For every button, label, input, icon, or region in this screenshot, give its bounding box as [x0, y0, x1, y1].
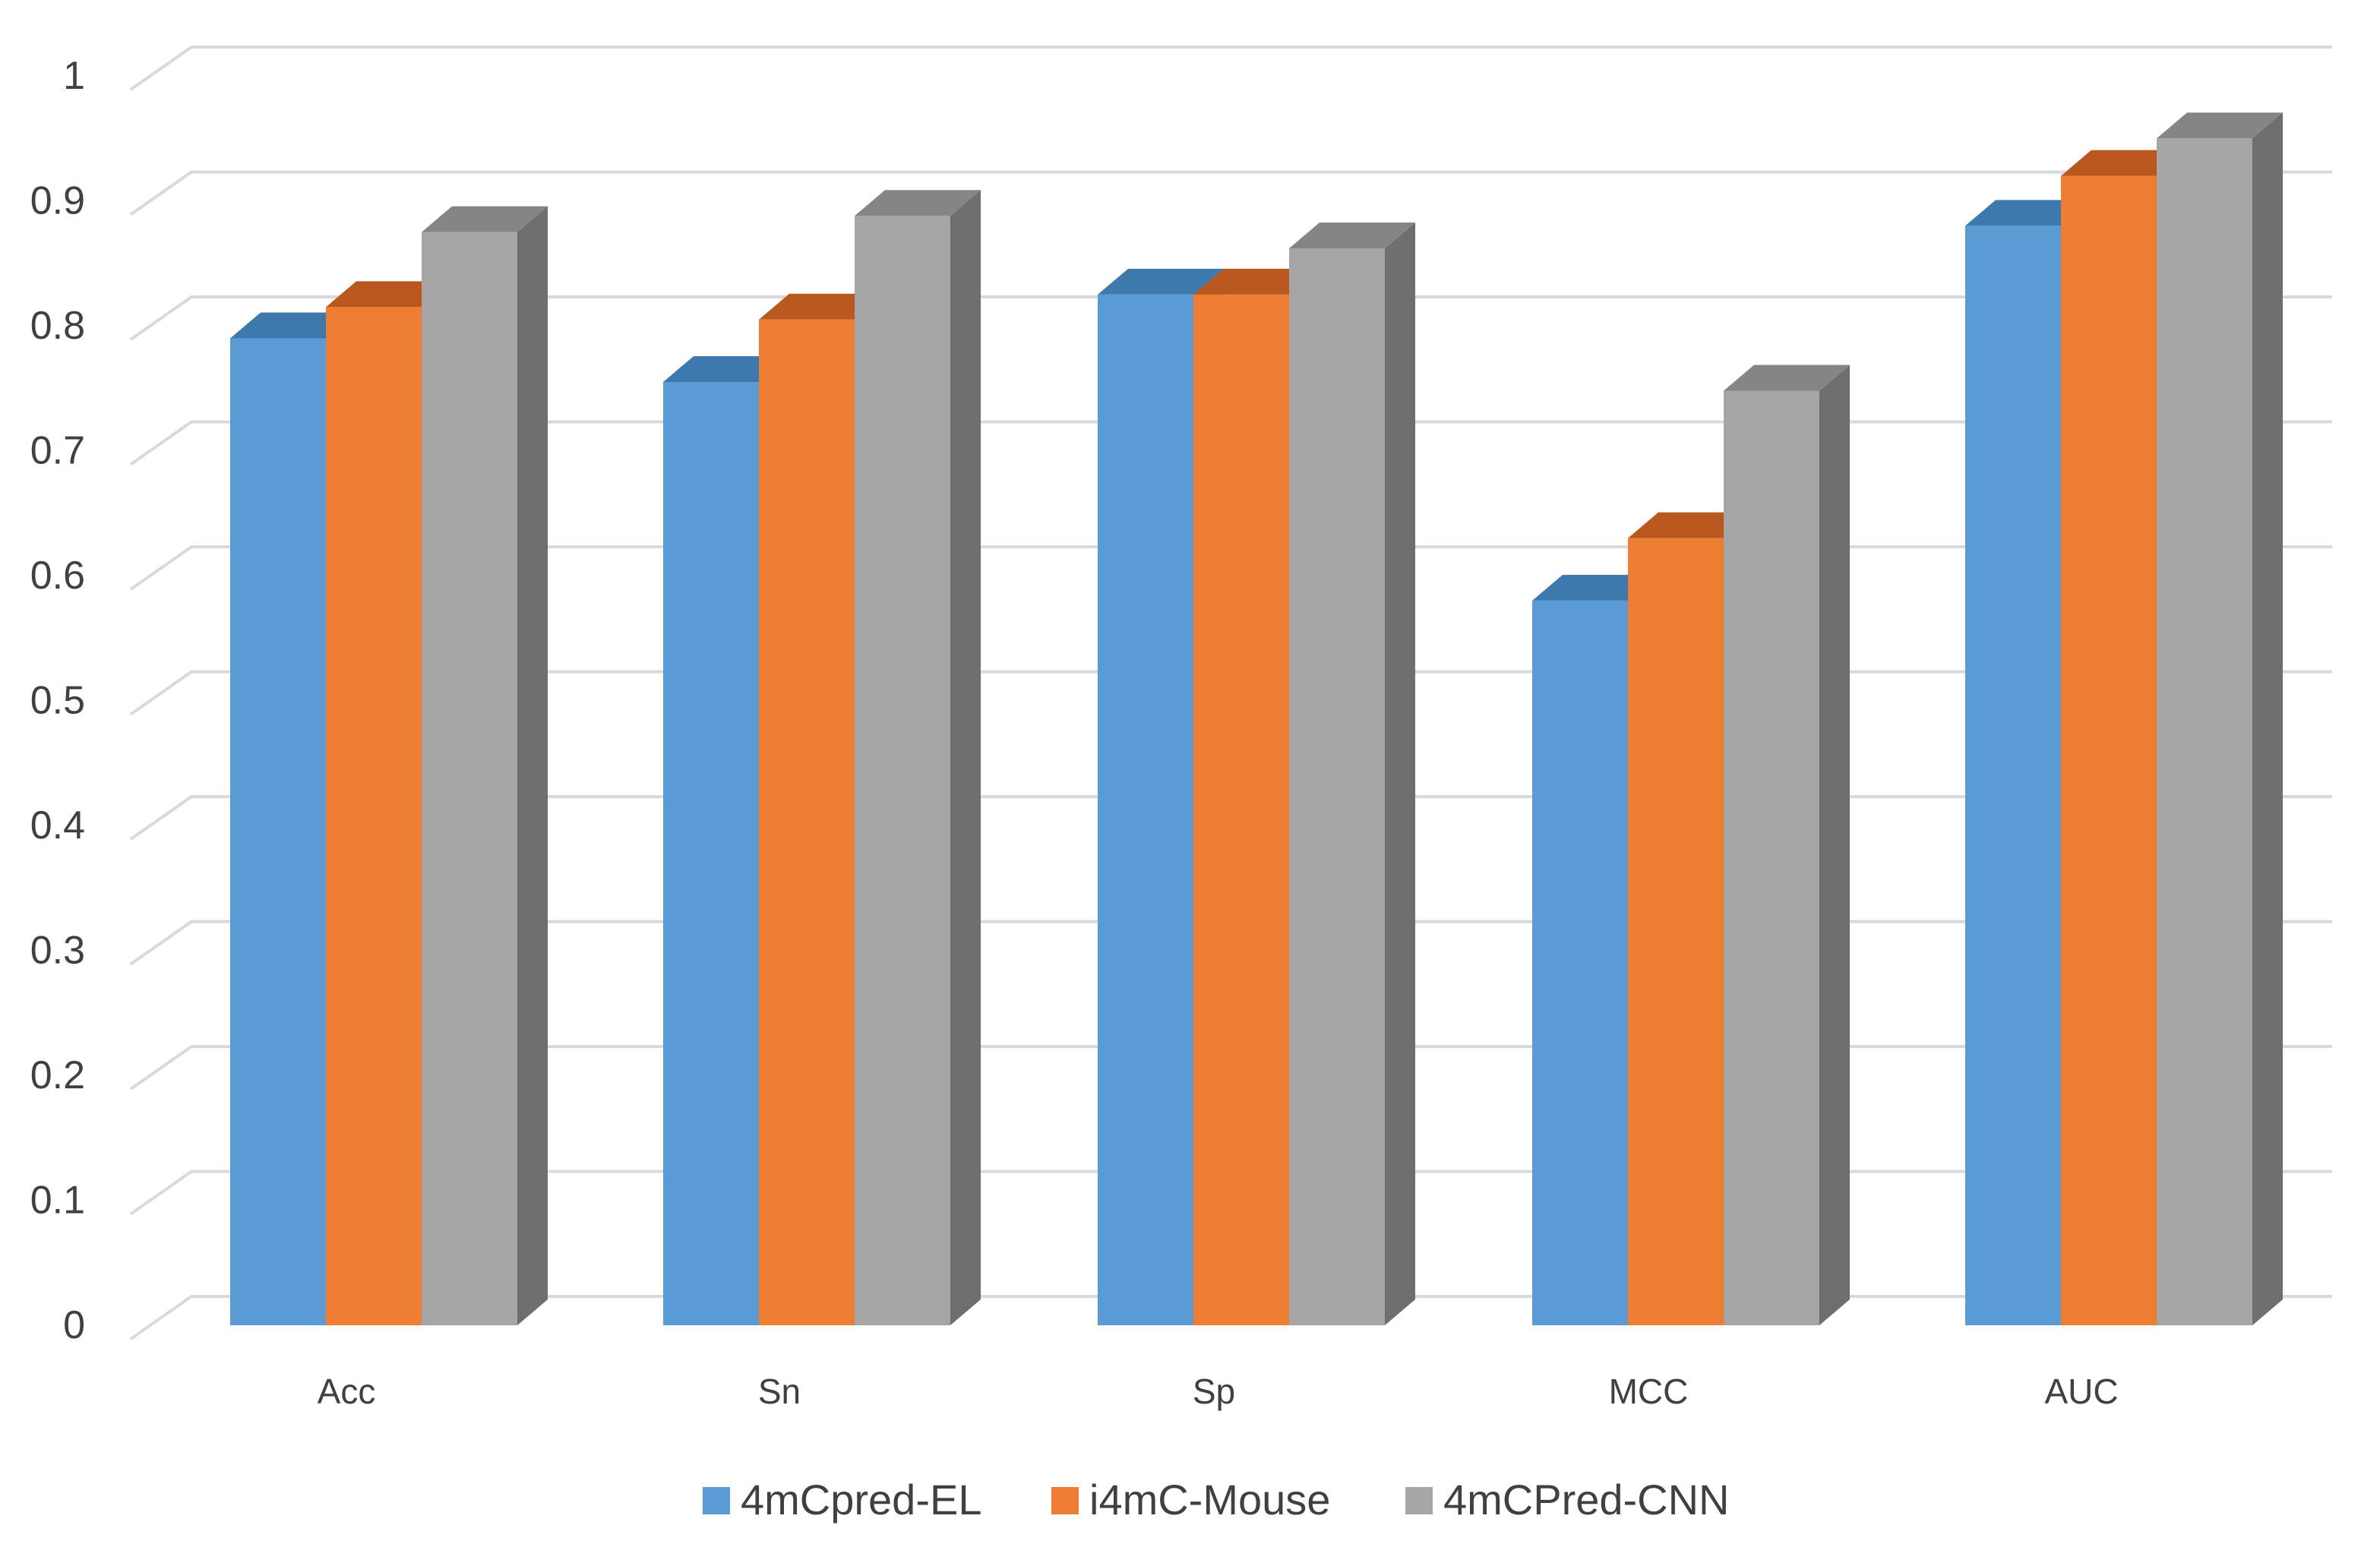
legend-label: i4mC-Mouse [1089, 1476, 1330, 1523]
legend-label: 4mCpred-EL [741, 1476, 981, 1523]
gridline [129, 170, 2332, 216]
x-tick-label: AUC [2044, 1372, 2118, 1411]
gridline [129, 46, 2332, 91]
bar [2157, 112, 2283, 1325]
y-tick-label: 0.5 [30, 679, 85, 723]
gridline [129, 545, 2332, 591]
y-tick-label: 0.7 [30, 429, 85, 473]
x-tick-label: Sp [1193, 1372, 1235, 1411]
bar [855, 190, 981, 1326]
legend-item: 4mCpred-EL [703, 1476, 981, 1523]
x-tick-label: Sn [758, 1372, 801, 1411]
y-tick-label: 0.3 [30, 929, 85, 973]
bar [1724, 365, 1850, 1325]
y-tick-label: 0.2 [30, 1053, 85, 1097]
legend-label: 4mCPred-CNN [1443, 1476, 1730, 1523]
gridline [129, 420, 2332, 466]
y-tick-label: 0.8 [30, 304, 85, 348]
x-tick-label: MCC [1609, 1372, 1689, 1411]
bar [422, 206, 548, 1325]
x-axis: Acc Sn Sp MCC AUC [318, 1372, 2119, 1411]
gridlines [129, 46, 2332, 1340]
legend-item: 4mCPred-CNN [1405, 1476, 1730, 1523]
legend: 4mCpred-EL i4mC-Mouse 4mCPred-CNN [703, 1476, 1730, 1523]
gridline [129, 295, 2332, 341]
y-tick-label: 0.6 [30, 554, 85, 598]
y-tick-label: 0.4 [30, 804, 85, 848]
legend-swatch [703, 1487, 730, 1514]
x-tick-label: Acc [318, 1372, 376, 1411]
y-tick-label: 0 [63, 1303, 85, 1347]
bars [230, 112, 2283, 1326]
bar [1289, 223, 1415, 1325]
bar [2061, 150, 2187, 1326]
y-tick-label: 1 [63, 54, 85, 98]
legend-item: i4mC-Mouse [1051, 1476, 1330, 1523]
y-axis: 0 0.1 0.2 0.3 0.4 0.5 0.6 0.7 0.8 0.9 1 [30, 54, 85, 1347]
y-tick-label: 0.1 [30, 1179, 85, 1223]
legend-swatch [1405, 1487, 1433, 1514]
legend-swatch [1051, 1487, 1079, 1514]
y-tick-label: 0.9 [30, 179, 85, 223]
